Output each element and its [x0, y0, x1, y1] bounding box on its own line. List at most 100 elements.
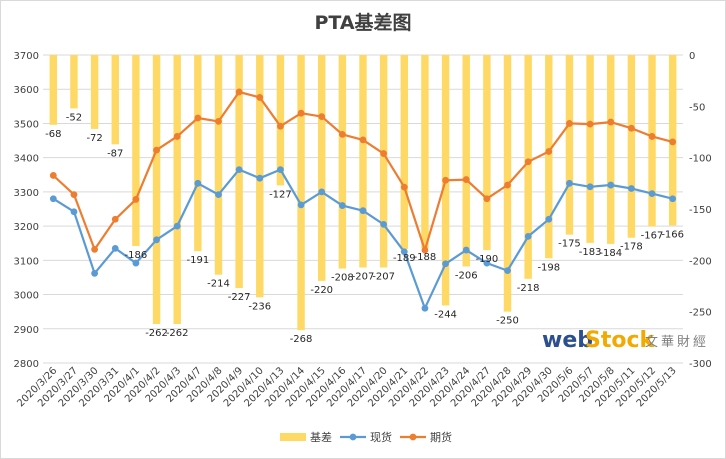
basis-data-label: -68	[45, 129, 61, 140]
series-point	[173, 222, 181, 230]
basis-data-label: -188	[414, 252, 437, 263]
series-point	[462, 176, 470, 183]
series-point	[669, 138, 677, 146]
left-tick-label: 3500	[14, 119, 39, 130]
series-point	[277, 166, 284, 174]
basis-bar	[462, 55, 470, 267]
basis-data-label: -208	[331, 273, 354, 284]
basis-data-label: -183	[579, 247, 602, 258]
series-point	[235, 166, 243, 174]
series-point	[256, 94, 264, 101]
series-point	[586, 120, 594, 128]
basis-data-label: -186	[125, 250, 148, 261]
left-tick-label: 3400	[14, 154, 39, 165]
left-tick-label: 3100	[14, 256, 39, 267]
left-tick-label: 3700	[14, 51, 39, 62]
basis-bar	[214, 55, 223, 275]
series-point	[566, 179, 573, 187]
series-point	[545, 215, 553, 223]
basis-bar	[524, 55, 532, 279]
basis-bar	[545, 55, 553, 259]
left-tick-label: 2800	[14, 359, 39, 370]
basis-data-label: -167	[641, 230, 664, 241]
right-tick-label: 0	[689, 51, 695, 62]
right-tick-label: -100	[689, 154, 712, 165]
basis-data-label: -198	[537, 262, 560, 273]
series-point	[400, 183, 408, 191]
data-labels: -68 -52 -72 -87 -186 -262-262 -191 -214 -227-236…	[45, 112, 684, 345]
series-point	[359, 207, 367, 215]
right-tick-label: -50	[689, 102, 705, 113]
series-point	[194, 179, 202, 187]
series-point	[462, 246, 470, 254]
series-point	[483, 259, 491, 267]
chart-title: PTA基差图	[314, 11, 411, 34]
basis-bar	[565, 55, 574, 235]
series-point	[545, 148, 553, 155]
basis-data-label: -72	[86, 133, 102, 144]
left-axis: 2800 2900 3000 3100 3200 3300 3400 3500 3600 3700	[14, 51, 39, 370]
watermark-stock: Stock	[585, 328, 656, 353]
basis-data-label: -87	[107, 148, 123, 159]
left-tick-label: 3600	[14, 85, 39, 96]
right-tick-label: -300	[689, 359, 712, 370]
series-point	[627, 124, 635, 132]
series-point	[215, 117, 222, 125]
basis-data-label: -227	[228, 292, 251, 303]
basis-bar	[49, 55, 58, 125]
series-point	[400, 248, 408, 256]
series-point	[421, 246, 429, 254]
series-point	[70, 208, 78, 216]
basis-bar	[111, 55, 119, 145]
basis-bar	[400, 55, 409, 250]
series-point	[607, 181, 615, 189]
series-point	[338, 202, 346, 209]
basis-data-label: -166	[661, 229, 684, 240]
basis-data-label: -189	[393, 253, 416, 264]
series-point	[235, 88, 243, 96]
basis-data-label: -190	[476, 254, 499, 265]
series-point	[380, 221, 388, 228]
basis-data-label: -175	[558, 239, 581, 250]
series-point	[504, 181, 511, 189]
legend-swatch-bar	[280, 433, 306, 441]
left-tick-label: 3200	[14, 222, 39, 233]
basis-bar	[297, 55, 305, 331]
series-point	[153, 236, 160, 244]
basis-data-label: -250	[496, 316, 519, 327]
legend: 基差 现货 期货	[280, 430, 452, 444]
series-point	[256, 174, 264, 182]
basis-data-label: -127	[269, 189, 292, 200]
series-point	[359, 136, 367, 144]
legend-swatch-point	[349, 433, 357, 441]
basis-bar	[627, 55, 636, 238]
series-point	[111, 215, 119, 223]
series-point	[153, 146, 160, 154]
series-point	[297, 201, 305, 209]
basis-data-label: -178	[620, 242, 643, 253]
basis-bar	[359, 55, 367, 268]
basis-bar	[648, 55, 656, 227]
right-tick-label: -200	[689, 256, 712, 267]
basis-data-label: -207	[352, 272, 375, 283]
series-point	[380, 150, 388, 157]
series-point	[421, 304, 429, 312]
series-point	[49, 172, 57, 179]
basis-bar	[483, 55, 491, 251]
series-point	[277, 122, 284, 130]
series-point	[524, 232, 532, 240]
series-point	[297, 109, 305, 117]
left-tick-label: 3000	[14, 291, 39, 302]
series-point	[566, 120, 573, 127]
series-point	[483, 195, 491, 203]
right-tick-label: -150	[689, 205, 712, 216]
basis-bar	[607, 55, 615, 244]
watermark-chinese: 文華財經	[645, 335, 709, 350]
price-lines	[49, 88, 677, 312]
series-point	[132, 196, 140, 203]
series-point	[442, 176, 449, 184]
basis-data-label: -262	[145, 328, 168, 339]
basis-data-label: -191	[186, 255, 209, 266]
legend-label: 期货	[430, 430, 452, 444]
series-point	[648, 190, 656, 198]
